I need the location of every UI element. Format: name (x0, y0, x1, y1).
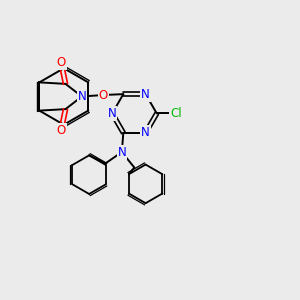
Text: N: N (141, 126, 150, 139)
Text: O: O (99, 88, 108, 101)
Text: N: N (118, 146, 126, 159)
Text: N: N (108, 107, 116, 120)
Text: N: N (77, 90, 86, 103)
Text: O: O (56, 56, 66, 69)
Text: Cl: Cl (170, 107, 182, 120)
Text: O: O (56, 124, 66, 137)
Text: N: N (141, 88, 150, 100)
